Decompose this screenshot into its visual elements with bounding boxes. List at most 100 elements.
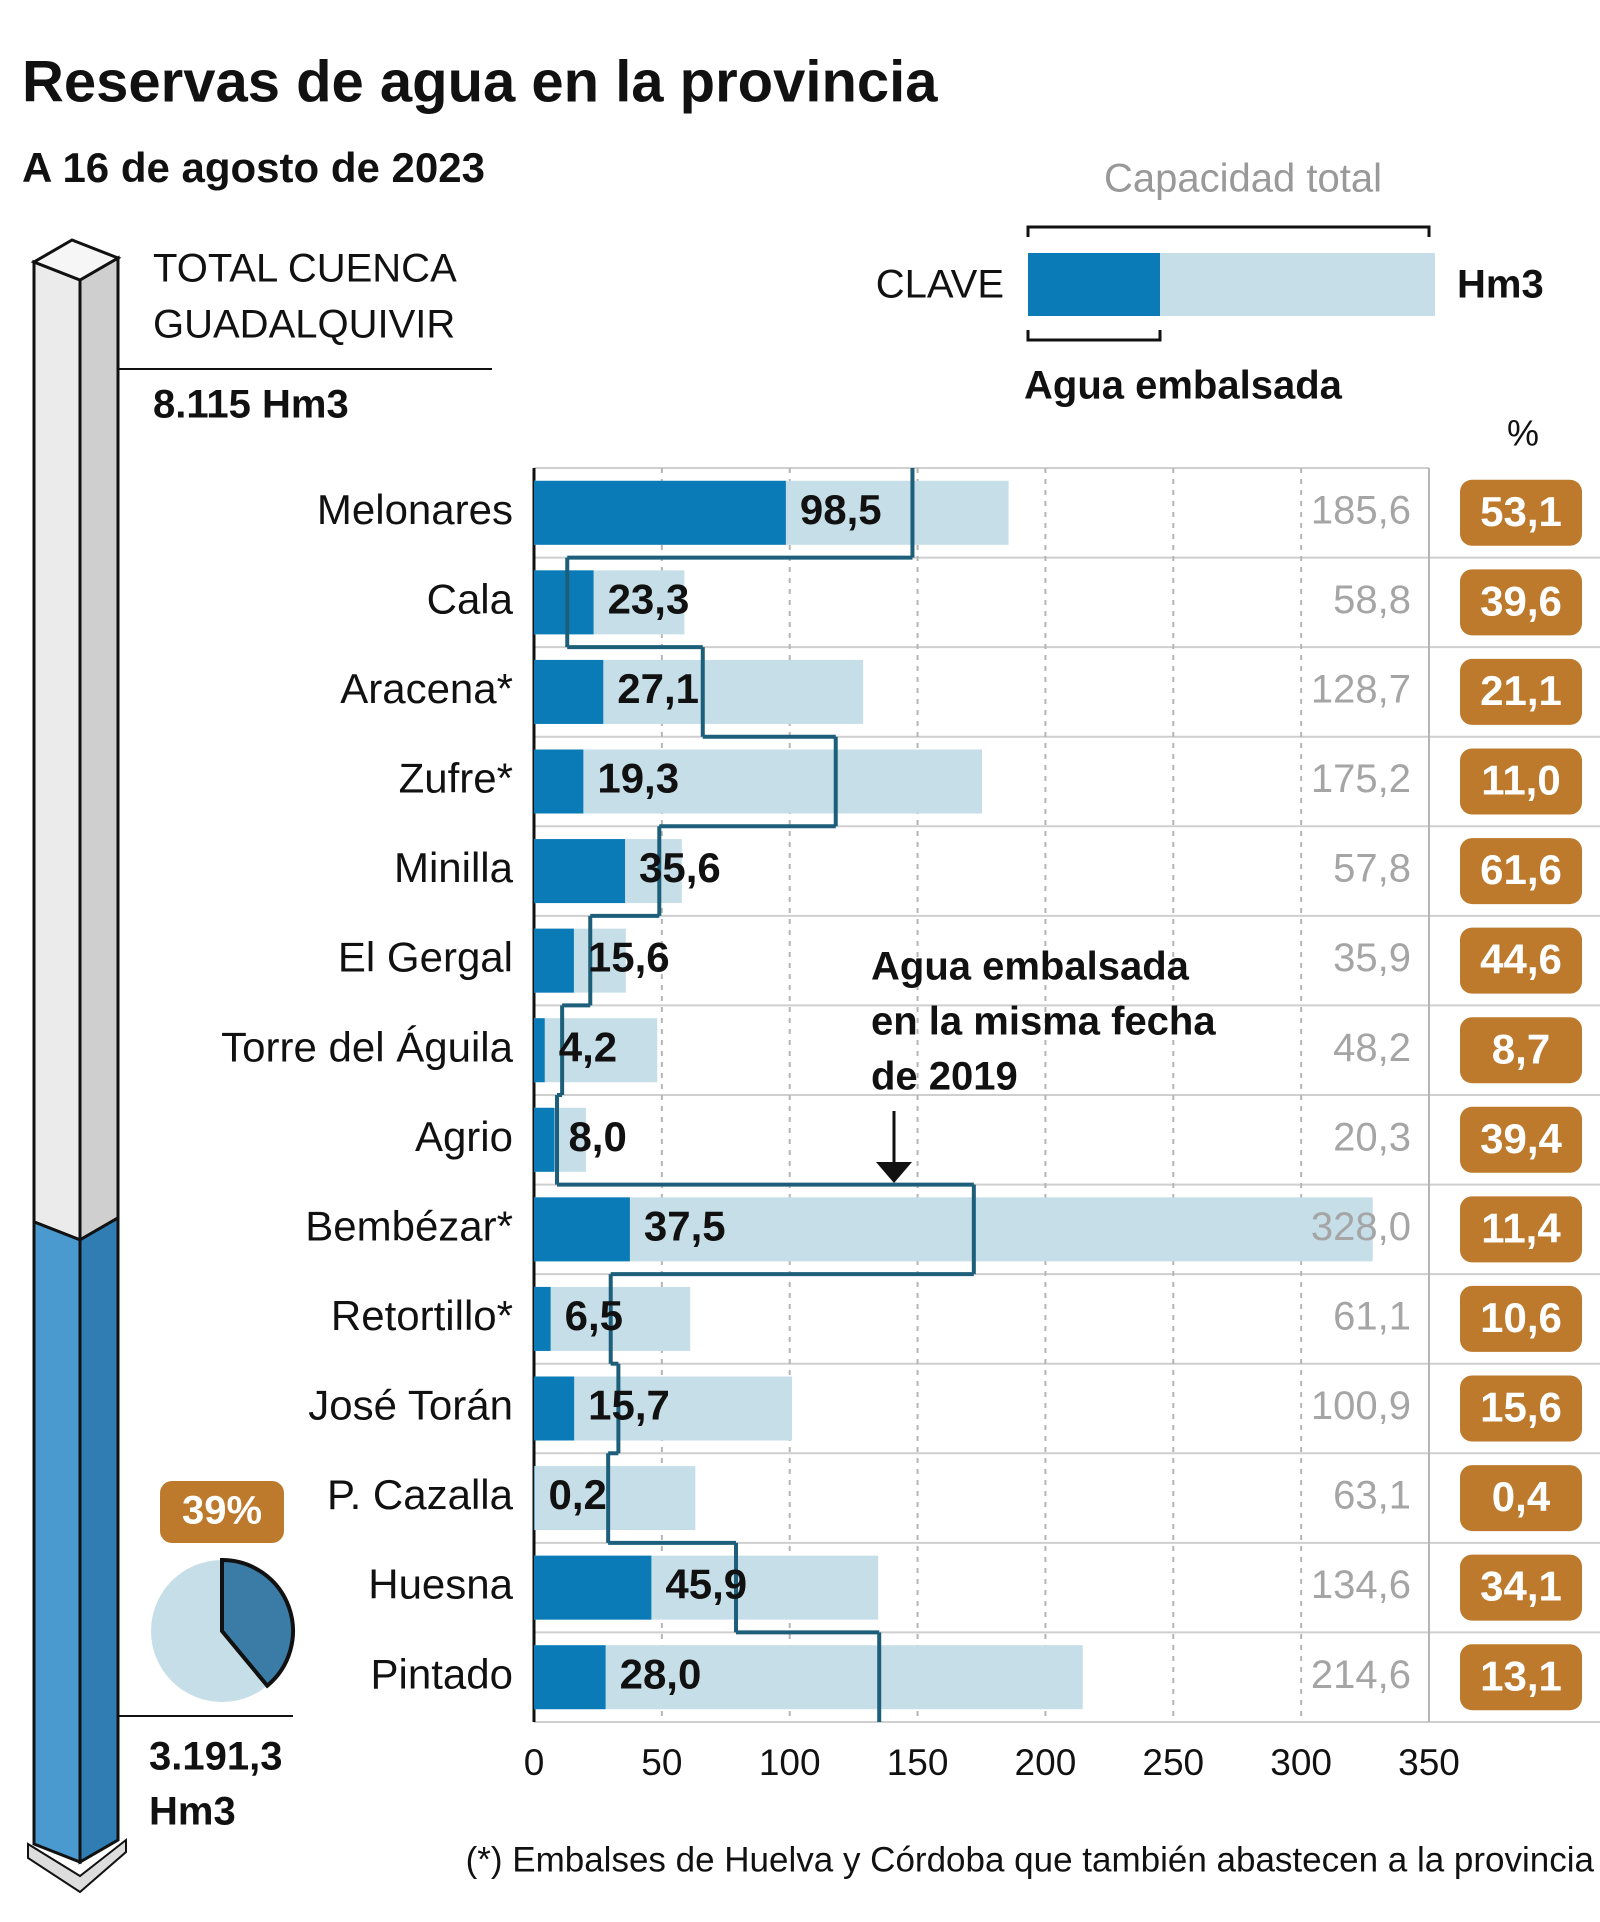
stored-bar [534, 928, 574, 993]
capacity-bar [534, 1376, 793, 1441]
stored-bar [534, 1645, 606, 1710]
capacity-label: 214,6 [1311, 1653, 1411, 1697]
capacity-label: 61,1 [1333, 1294, 1411, 1338]
category-label: Agrio [415, 1113, 513, 1160]
column-stored [78, 1215, 120, 1865]
percent-badge [1460, 1196, 1582, 1263]
stored-label: 15,7 [588, 1382, 670, 1429]
legend-unit: Hm3 [1457, 263, 1544, 307]
stored-label: 28,0 [620, 1650, 702, 1697]
stored-label: 8,0 [568, 1113, 626, 1160]
category-label: Bembézar* [305, 1202, 513, 1249]
percent-label: 11,4 [1481, 1204, 1561, 1251]
percent-badge [1460, 838, 1582, 905]
capacity-label: 63,1 [1333, 1474, 1411, 1518]
category-label: Melonares [317, 486, 513, 533]
percent-badge [1460, 1375, 1582, 1442]
percent-label: 8,7 [1492, 1025, 1550, 1072]
percent-badge [160, 1481, 284, 1543]
stored-label: 35,6 [639, 844, 721, 891]
annotation: en la misma fecha [871, 1000, 1216, 1044]
column-capacity [32, 259, 82, 1243]
category-label: Minilla [394, 844, 514, 891]
x-tick-label: 300 [1270, 1742, 1332, 1783]
column-top [30, 238, 122, 282]
stored-bar [534, 749, 584, 814]
x-tick-label: 50 [641, 1742, 682, 1783]
stored-label: 19,3 [597, 755, 679, 802]
percent-header: % [1507, 413, 1539, 454]
category-label: Zufre* [399, 755, 513, 802]
capacity-label: 134,6 [1311, 1563, 1411, 1607]
x-tick-label: 0 [524, 1742, 545, 1783]
percent-label: 39% [182, 1489, 262, 1533]
percent-badge [1460, 1465, 1582, 1532]
footnote: (*) Embalses de Huelva y Córdoba que tam… [466, 1840, 1595, 1879]
basin-stored: 3.191,3 [149, 1735, 282, 1779]
x-tick-label: 350 [1398, 1742, 1460, 1783]
stored-label: 4,2 [559, 1023, 617, 1070]
category-label: Aracena* [340, 665, 513, 712]
stored-label: 6,5 [565, 1292, 623, 1339]
category-label: Retortillo* [331, 1292, 513, 1339]
capacity-label: 328,0 [1311, 1205, 1411, 1249]
stored-label: 15,6 [588, 934, 670, 981]
stored-bar [534, 1286, 551, 1351]
percent-badge [1460, 1554, 1582, 1621]
stored-bar [534, 1555, 652, 1620]
capacity-label: 128,7 [1311, 667, 1411, 711]
stored-label: 37,5 [644, 1202, 726, 1249]
legend-capacity: Capacidad total [1104, 157, 1382, 201]
percent-label: 53,1 [1480, 488, 1562, 535]
x-tick-label: 250 [1142, 1742, 1204, 1783]
x-tick-label: 100 [759, 1742, 821, 1783]
category-label: Torre del Águila [221, 1023, 513, 1070]
legend-bracket [1026, 330, 1162, 342]
capacity-bar [534, 1466, 696, 1531]
stored-label: 23,3 [608, 575, 690, 622]
capacity-label: 58,8 [1333, 578, 1411, 622]
stored-label: 0,2 [549, 1471, 607, 1518]
stored-label: 27,1 [617, 665, 699, 712]
stored-bar [534, 1107, 555, 1172]
x-tick-label: 200 [1015, 1742, 1077, 1783]
percent-label: 61,6 [1480, 846, 1562, 893]
stored-bar [534, 1197, 630, 1262]
percent-label: 21,1 [1480, 667, 1562, 714]
basin-title: TOTAL CUENCA [153, 247, 457, 291]
percent-label: 39,4 [1480, 1115, 1562, 1162]
percent-badge [1460, 1017, 1582, 1084]
annotation: Agua embalsada [871, 945, 1190, 989]
percent-label: 39,6 [1480, 577, 1562, 624]
capacity-label: 57,8 [1333, 847, 1411, 891]
category-label: Cala [427, 575, 514, 622]
stored-bar [534, 659, 604, 724]
basin-capacity: 8.115 Hm3 [153, 383, 349, 427]
percent-label: 11,0 [1481, 757, 1560, 804]
stored-bar [534, 1018, 545, 1083]
column-foot [27, 1837, 127, 1894]
category-label: El Gergal [338, 934, 513, 981]
legend-stored: Agua embalsada [1024, 364, 1343, 408]
percent-badge [1460, 569, 1582, 636]
category-label: P. Cazalla [327, 1471, 514, 1518]
percent-label: 15,6 [1480, 1384, 1562, 1431]
capacity-label: 20,3 [1333, 1115, 1411, 1159]
stored-bar [534, 1466, 535, 1531]
percent-badge [1460, 927, 1582, 994]
x-tick-label: 150 [887, 1742, 949, 1783]
stored-bar [534, 1376, 575, 1441]
percent-label: 34,1 [1480, 1563, 1562, 1610]
category-label: José Torán [308, 1382, 513, 1429]
percent-label: 10,6 [1480, 1294, 1562, 1341]
annotation-arrowhead [876, 1162, 912, 1183]
percent-label: 0,4 [1492, 1473, 1551, 1520]
percent-badge [1460, 748, 1582, 815]
percent-badge [1460, 479, 1582, 546]
category-label: Pintado [371, 1650, 513, 1697]
category-label: Huesna [368, 1561, 513, 1608]
column-capacity [78, 255, 120, 1243]
stored-bar [534, 839, 626, 904]
percent-badge [1460, 1644, 1582, 1711]
subtitle: A 16 de agosto de 2023 [22, 144, 485, 191]
